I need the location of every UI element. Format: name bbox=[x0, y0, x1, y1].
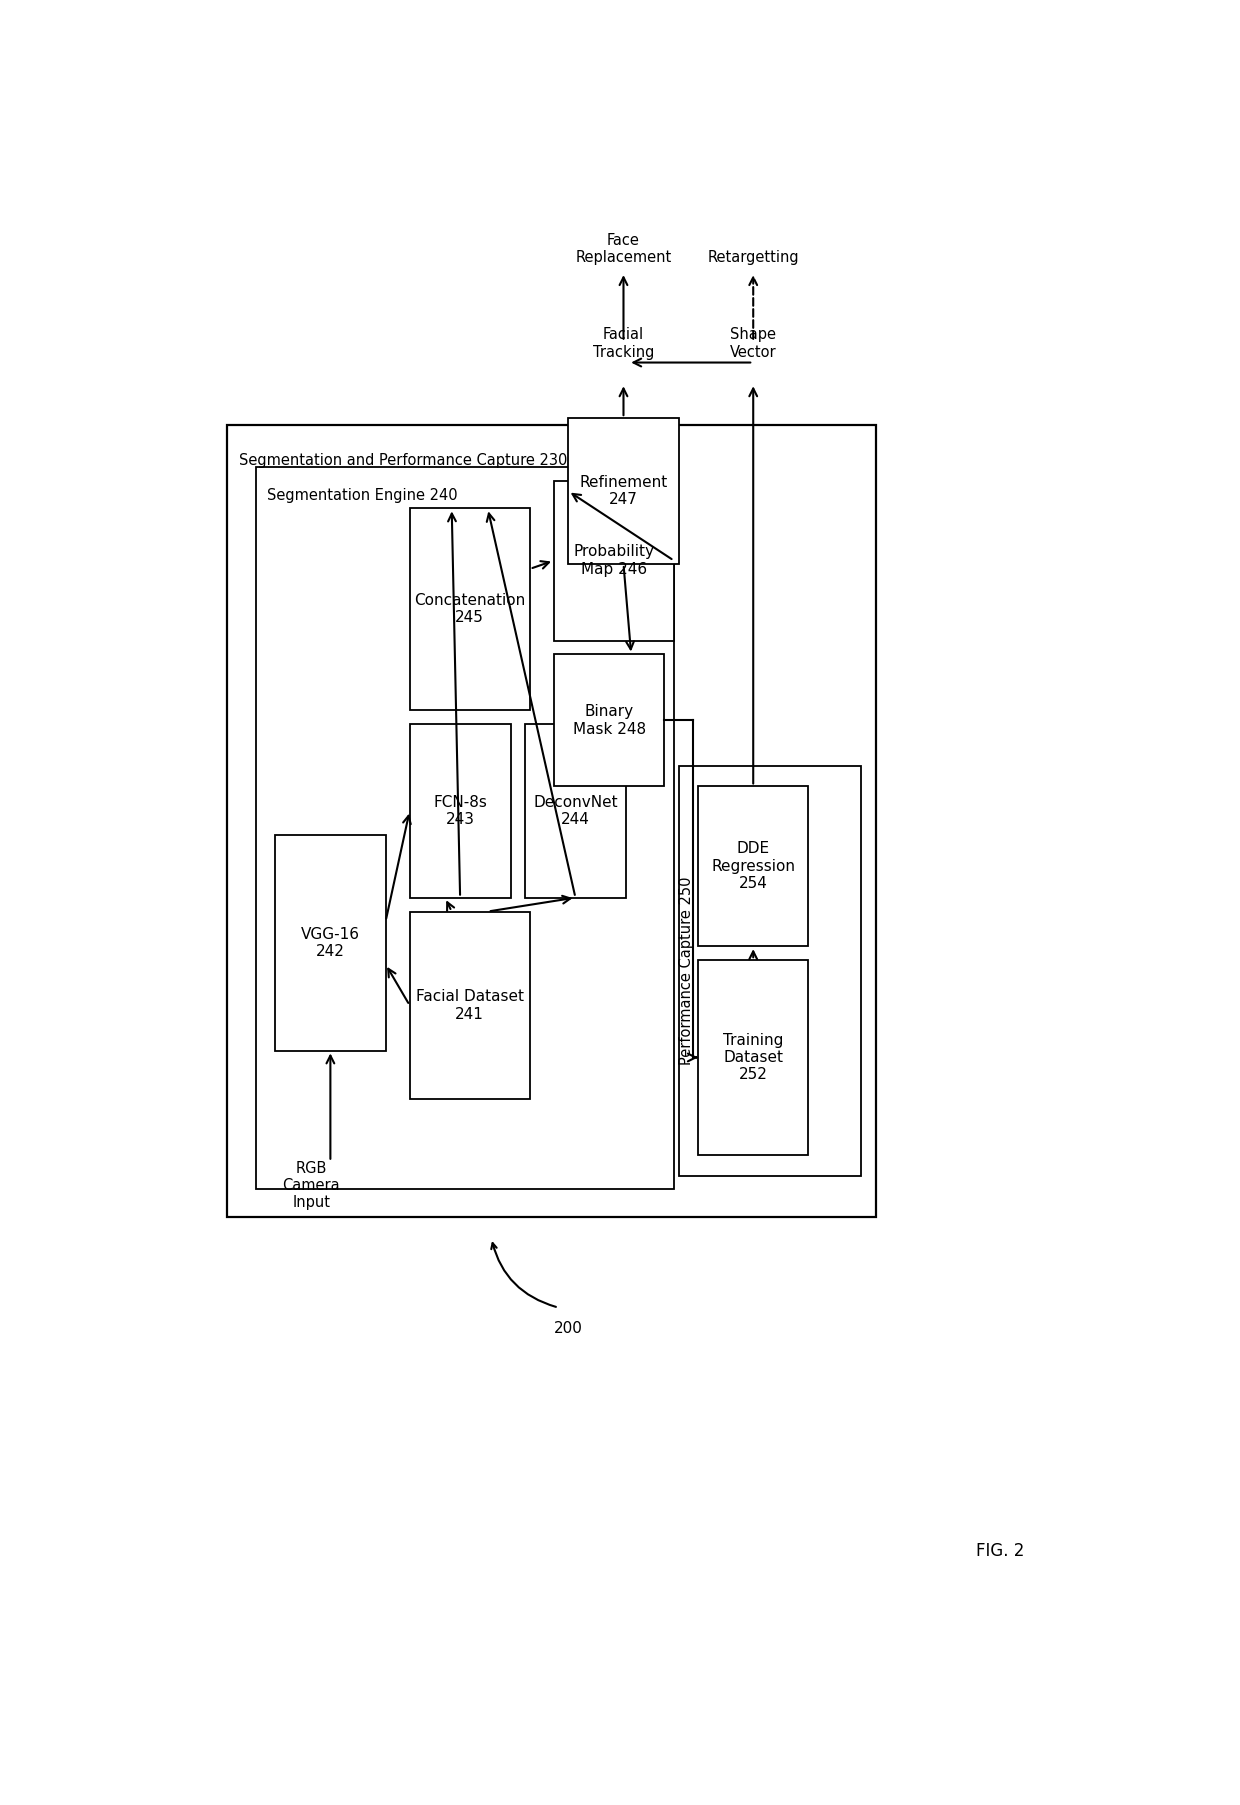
FancyBboxPatch shape bbox=[568, 419, 678, 563]
FancyBboxPatch shape bbox=[525, 724, 626, 897]
FancyBboxPatch shape bbox=[698, 787, 808, 946]
Text: Facial
Tracking: Facial Tracking bbox=[593, 327, 655, 359]
Text: DDE
Regression
254: DDE Regression 254 bbox=[712, 841, 795, 892]
Text: FCN-8s
243: FCN-8s 243 bbox=[433, 794, 487, 827]
Text: Segmentation Engine 240: Segmentation Engine 240 bbox=[268, 487, 458, 502]
Text: Training
Dataset
252: Training Dataset 252 bbox=[723, 1032, 784, 1083]
FancyBboxPatch shape bbox=[409, 509, 529, 709]
Text: Face
Replacement: Face Replacement bbox=[575, 233, 672, 265]
FancyBboxPatch shape bbox=[409, 912, 529, 1099]
Text: Concatenation
245: Concatenation 245 bbox=[414, 594, 526, 626]
Text: Probability
Map 246: Probability Map 246 bbox=[573, 545, 655, 578]
Text: DeconvNet
244: DeconvNet 244 bbox=[533, 794, 618, 827]
Text: Performance Capture 250: Performance Capture 250 bbox=[680, 877, 694, 1065]
Text: Shape
Vector: Shape Vector bbox=[730, 327, 776, 359]
FancyBboxPatch shape bbox=[698, 960, 808, 1155]
Text: Segmentation and Performance Capture 230: Segmentation and Performance Capture 230 bbox=[238, 453, 567, 467]
Text: FIG. 2: FIG. 2 bbox=[976, 1541, 1025, 1560]
Text: Facial Dataset
241: Facial Dataset 241 bbox=[415, 989, 523, 1022]
FancyBboxPatch shape bbox=[409, 724, 511, 897]
Text: VGG-16
242: VGG-16 242 bbox=[301, 926, 360, 958]
Text: Refinement
247: Refinement 247 bbox=[579, 475, 667, 507]
Text: RGB
Camera
Input: RGB Camera Input bbox=[283, 1161, 340, 1211]
FancyBboxPatch shape bbox=[554, 655, 665, 787]
Text: Binary
Mask 248: Binary Mask 248 bbox=[573, 704, 646, 736]
Text: 200: 200 bbox=[554, 1321, 583, 1336]
FancyBboxPatch shape bbox=[275, 836, 386, 1051]
Text: Retargetting: Retargetting bbox=[707, 251, 799, 265]
FancyBboxPatch shape bbox=[554, 480, 675, 641]
